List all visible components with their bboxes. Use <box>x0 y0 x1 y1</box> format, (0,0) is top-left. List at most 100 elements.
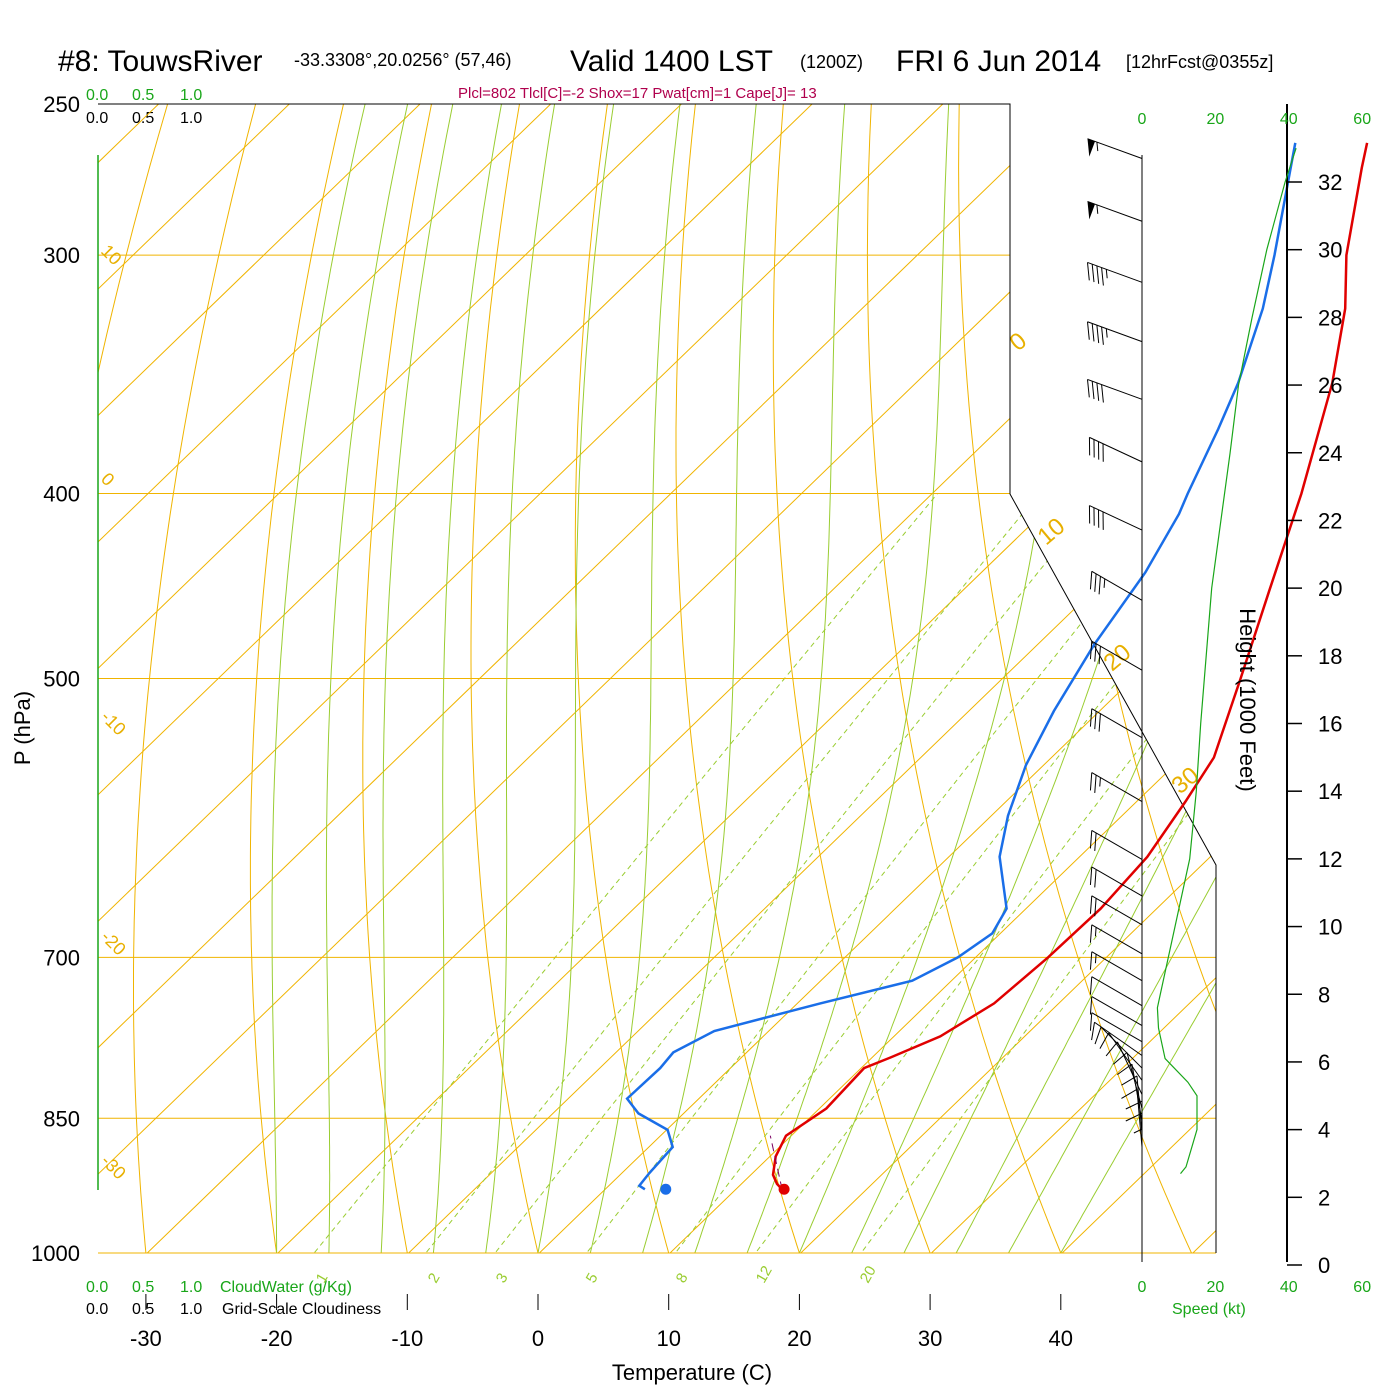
height-tick-label: 28 <box>1318 305 1342 330</box>
dewpoint-profile <box>625 142 1297 1191</box>
cloudiness-scale-bottom-0: 0.0 <box>86 1301 108 1318</box>
height-tick-label: 24 <box>1318 441 1342 466</box>
temperature-profile <box>771 142 1369 1191</box>
mixing-ratio-label: 5 <box>583 1270 602 1286</box>
wind-barb <box>1089 830 1143 860</box>
moist-adiabat-line <box>627 104 759 1253</box>
mixing-ratio-line <box>825 493 1216 1253</box>
wind-barb <box>1089 895 1143 926</box>
wind-speed-profile <box>1156 148 1297 1174</box>
plot-boundary <box>98 103 1217 1253</box>
valid-time: Valid 1400 LST <box>570 45 773 78</box>
isotherm-line <box>1020 104 1216 1253</box>
surface-temperature-marker <box>778 1183 790 1195</box>
isotherm-label: -10 <box>97 707 130 740</box>
temperature-tick-label: 40 <box>1049 1326 1073 1351</box>
height-axis-title: Height (1000 Feet) <box>1235 608 1260 791</box>
speed-tick-top: 60 <box>1353 111 1371 128</box>
x-axis-title: Temperature (C) <box>612 1360 772 1385</box>
dry-adiabat-line <box>574 104 681 1253</box>
dry-adiabat-line <box>362 104 439 1253</box>
isotherm-label: 10 <box>97 241 125 269</box>
y-axis-title: P (hPa) <box>10 691 35 765</box>
wind-barb <box>1089 570 1143 601</box>
stability-params: Plcl=802 Tlcl[C]=-2 Shox=17 Pwat[cm]=1 C… <box>458 85 817 102</box>
cloudiness-scale-0: 0.0 <box>86 110 108 127</box>
forecast-date: FRI 6 Jun 2014 <box>896 45 1101 78</box>
speed-tick-top: 0 <box>1138 111 1147 128</box>
height-tick-label: 20 <box>1318 576 1342 601</box>
temperature-tick-label: -30 <box>130 1326 162 1351</box>
cloudwater-scale-bottom-1: 1.0 <box>180 1279 202 1296</box>
pressure-tick-label: 400 <box>43 482 80 507</box>
mixing-ratio-label: 3 <box>493 1270 512 1286</box>
height-tick-label: 30 <box>1318 238 1342 263</box>
speed-tick-bottom: 0 <box>1138 1279 1147 1296</box>
height-tick-label: 16 <box>1318 712 1342 737</box>
isotherm-label: -20 <box>97 927 130 960</box>
moist-adiabat-line <box>778 104 1073 1253</box>
cloudiness-scale-bottom: 0.0 0.5 1.0 Grid-Scale Cloudiness <box>86 1301 381 1318</box>
moist-adiabat-line <box>325 104 412 1253</box>
temperature-ticks: -30 -20 -10 0 10 20 30 40 <box>130 1294 1073 1351</box>
moist-adiabat-line <box>377 104 457 1253</box>
height-tick-label: 14 <box>1318 779 1342 804</box>
wind-barb <box>1089 640 1143 671</box>
dry-adiabat-line <box>772 104 946 1253</box>
temperature-tick-label: 30 <box>918 1326 942 1351</box>
isotherm-line <box>98 104 1074 1253</box>
wind-barb <box>1087 138 1143 159</box>
pressure-tick-label: 300 <box>43 243 80 268</box>
isotherm-line <box>759 104 1216 1253</box>
moist-adiabat-line <box>1032 104 1216 1253</box>
moist-adiabat-line <box>528 104 617 1253</box>
isotherm-line <box>98 104 1205 1253</box>
parcel-profile <box>769 1135 783 1190</box>
isotherm-label: 0 <box>97 469 118 490</box>
moist-adiabat-line <box>930 104 1216 1253</box>
temperature-tick-label: 0 <box>532 1326 544 1351</box>
wind-barb <box>1099 1032 1143 1081</box>
temperature-tick-label: 20 <box>787 1326 811 1351</box>
cloudwater-scale-bottom-0: 0.0 <box>86 1279 108 1296</box>
cloudwater-scale-bottom: 0.0 0.5 1.0 CloudWater (g/Kg) <box>86 1279 352 1296</box>
moist-adiabat-line <box>677 104 847 1253</box>
wind-barb <box>1087 321 1143 345</box>
cloudwater-scale-top: 0.0 0.5 1.0 <box>86 87 202 104</box>
moist-adiabat-line <box>828 104 1213 1253</box>
wind-barb <box>1089 1012 1143 1043</box>
moist-adiabat-line <box>428 104 506 1253</box>
isotherm-line <box>497 104 1216 1253</box>
isotherm-label: -30 <box>97 1151 130 1184</box>
speed-tick-top: 20 <box>1207 111 1225 128</box>
dry-adiabat-line <box>675 104 814 1253</box>
sounding-series <box>625 142 1369 1195</box>
cloudiness-title: Grid-Scale Cloudiness <box>222 1301 381 1318</box>
dry-adiabat-label: 0 <box>1005 327 1033 356</box>
wind-barbs <box>1087 138 1143 1183</box>
mixing-ratio-line <box>456 493 1103 1253</box>
moist-adiabat-line <box>727 104 950 1253</box>
isotherm-line <box>98 104 682 1253</box>
isotherm-line <box>98 104 552 1253</box>
moist-adiabat-line <box>578 104 683 1253</box>
wind-barb <box>1089 772 1143 802</box>
cloudwater-scale-1: 1.0 <box>180 87 202 104</box>
speed-axis-title: Speed (kt) <box>1172 1301 1246 1318</box>
speed-tick-top: 40 <box>1280 111 1298 128</box>
wind-barb <box>1121 1088 1143 1148</box>
mixing-ratio-line <box>638 493 1216 1253</box>
mixing-ratio-label: 2 <box>425 1270 444 1286</box>
height-tick-label: 22 <box>1318 508 1342 533</box>
cloudwater-scale-bottom-0-5: 0.5 <box>132 1279 154 1296</box>
temperature-tick-label: -10 <box>391 1326 423 1351</box>
isotherm-line <box>105 104 1216 1253</box>
moist-adiabat-line <box>478 104 558 1253</box>
isotherm-line <box>98 104 813 1253</box>
dry-adiabat-line <box>98 104 179 1253</box>
station-title: #8: TouwsRiver <box>58 45 263 78</box>
mixing-ratio-label: 12 <box>753 1263 776 1286</box>
cloudwater-scale-0-5: 0.5 <box>132 87 154 104</box>
